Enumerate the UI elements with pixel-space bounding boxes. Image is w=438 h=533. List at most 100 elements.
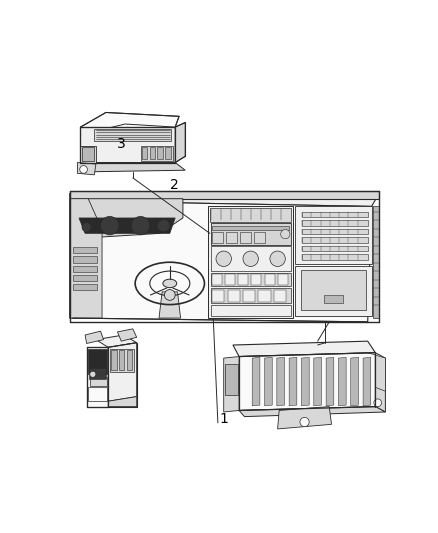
Bar	[265, 274, 275, 285]
Polygon shape	[96, 335, 137, 348]
Bar	[240, 232, 251, 243]
Bar	[373, 206, 379, 318]
Bar	[212, 225, 289, 230]
Bar	[88, 349, 107, 374]
Bar	[73, 256, 97, 263]
Bar	[228, 289, 240, 302]
Polygon shape	[78, 163, 96, 175]
Polygon shape	[81, 163, 185, 172]
Polygon shape	[363, 357, 371, 406]
Bar	[278, 274, 288, 285]
Circle shape	[216, 251, 231, 266]
Polygon shape	[252, 357, 260, 406]
Bar	[150, 147, 155, 159]
Bar	[212, 289, 224, 302]
Bar	[258, 289, 271, 302]
Polygon shape	[73, 201, 371, 322]
Polygon shape	[224, 357, 239, 412]
Bar	[165, 147, 170, 159]
Polygon shape	[73, 199, 183, 237]
Circle shape	[374, 399, 381, 407]
Bar	[302, 254, 367, 260]
Polygon shape	[339, 357, 346, 406]
Bar	[294, 265, 371, 316]
Polygon shape	[87, 348, 108, 407]
Polygon shape	[301, 357, 309, 406]
Polygon shape	[278, 407, 332, 429]
Polygon shape	[108, 397, 137, 407]
Polygon shape	[117, 329, 137, 341]
Polygon shape	[314, 357, 321, 406]
Bar	[251, 274, 261, 285]
Bar	[111, 350, 117, 370]
Circle shape	[164, 289, 175, 301]
Polygon shape	[70, 199, 102, 318]
Bar	[254, 232, 265, 243]
Polygon shape	[351, 357, 358, 406]
Bar	[90, 377, 107, 386]
Circle shape	[131, 216, 150, 235]
Polygon shape	[277, 357, 285, 406]
Circle shape	[243, 251, 258, 266]
Bar	[73, 247, 97, 253]
Polygon shape	[85, 331, 103, 343]
Polygon shape	[81, 146, 96, 163]
Circle shape	[80, 166, 88, 173]
Polygon shape	[326, 357, 334, 406]
Circle shape	[100, 216, 119, 235]
Bar	[211, 288, 291, 303]
Bar	[302, 229, 367, 234]
Text: 3: 3	[117, 137, 126, 151]
Bar	[302, 246, 367, 251]
Bar	[73, 265, 97, 272]
Bar	[225, 364, 237, 395]
Bar	[73, 284, 97, 290]
Polygon shape	[159, 292, 180, 318]
Bar	[211, 223, 291, 245]
Bar	[243, 289, 255, 302]
Polygon shape	[239, 407, 385, 417]
Bar	[226, 232, 237, 243]
Polygon shape	[81, 112, 179, 133]
Polygon shape	[239, 353, 375, 410]
Bar	[212, 232, 223, 243]
Bar	[294, 206, 371, 264]
Bar	[210, 208, 291, 222]
Polygon shape	[70, 193, 78, 318]
Circle shape	[281, 230, 290, 239]
Polygon shape	[265, 357, 272, 406]
Polygon shape	[71, 193, 379, 206]
Polygon shape	[108, 343, 137, 401]
Bar	[141, 146, 173, 161]
Circle shape	[300, 417, 309, 426]
Bar	[142, 147, 148, 159]
Bar	[82, 147, 94, 161]
Ellipse shape	[163, 279, 177, 288]
Polygon shape	[367, 353, 385, 391]
Bar	[324, 295, 343, 303]
Bar	[119, 350, 124, 370]
Bar	[225, 274, 235, 285]
Bar	[73, 275, 97, 281]
Circle shape	[270, 251, 285, 266]
Polygon shape	[81, 127, 175, 163]
Bar	[301, 270, 366, 310]
Polygon shape	[175, 123, 185, 163]
Bar	[211, 273, 291, 287]
Bar	[88, 387, 107, 401]
Polygon shape	[375, 353, 385, 412]
Bar	[302, 237, 367, 243]
Bar	[302, 220, 367, 225]
Circle shape	[158, 220, 170, 232]
Bar	[302, 212, 367, 217]
Bar	[212, 274, 222, 285]
Text: 1: 1	[219, 412, 228, 426]
Bar	[211, 305, 291, 316]
Bar	[70, 191, 379, 199]
Bar	[211, 246, 291, 271]
Bar	[94, 128, 171, 141]
Polygon shape	[79, 218, 175, 233]
Bar	[208, 206, 293, 318]
Polygon shape	[233, 341, 375, 357]
Polygon shape	[289, 357, 297, 406]
